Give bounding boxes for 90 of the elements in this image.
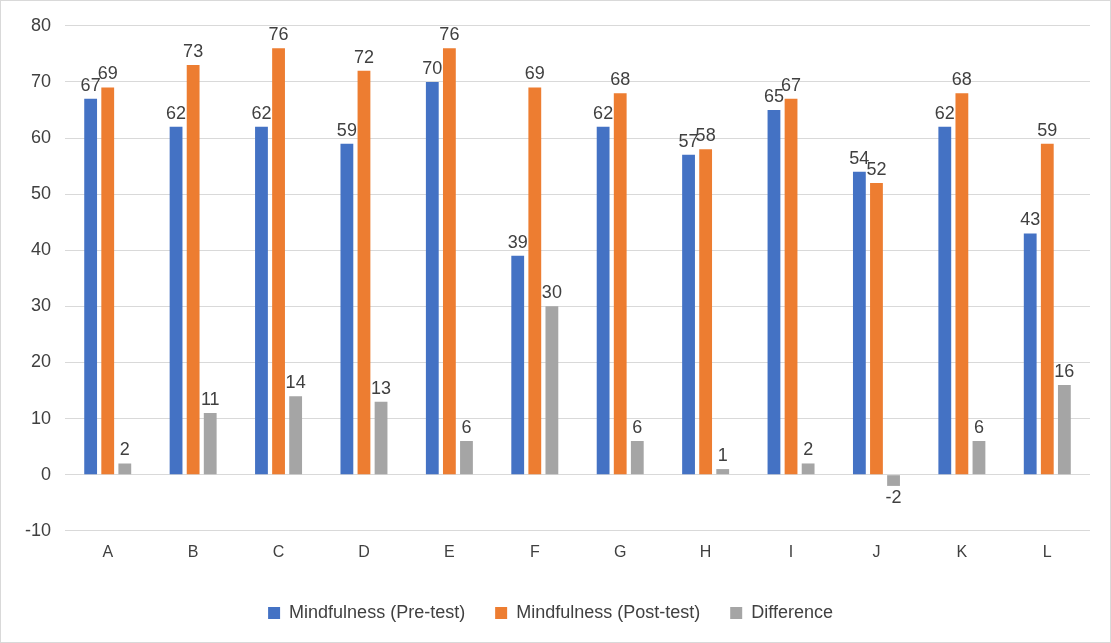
data-label: 70 [422,57,443,78]
x-tick-label: J [872,542,881,560]
bar [340,143,354,475]
data-label: 59 [336,119,357,140]
data-label: -2 [885,486,902,507]
data-label: 73 [183,41,204,62]
y-tick-label: -10 [25,519,52,540]
data-label: 43 [1020,209,1041,230]
bar [425,81,439,475]
data-label: 72 [353,46,374,67]
x-tick-label: L [1042,542,1052,560]
data-label: 62 [593,102,614,123]
bar [84,98,98,475]
data-label: 62 [251,102,272,123]
bar [203,412,217,475]
x-tick-label: G [613,542,627,560]
data-label: 6 [632,416,643,437]
bar [545,306,559,475]
bar [1023,233,1037,475]
y-tick-label: 20 [30,351,52,372]
data-label: 62 [934,102,955,123]
x-tick-label: K [956,542,968,560]
x-tick-label: A [102,542,114,560]
y-tick-label: 40 [30,239,52,260]
bar [887,475,900,486]
bar [374,401,388,475]
data-label: 76 [268,24,289,45]
data-label: 6 [461,416,472,437]
data-label: 11 [200,388,220,409]
x-tick-label: E [444,542,455,560]
bar [169,126,183,475]
bar [938,126,952,475]
bar [460,441,473,475]
bar [511,255,525,475]
bar [255,126,268,475]
bar [852,171,866,475]
bar [186,65,200,475]
bar [682,154,695,475]
data-label: 62 [166,102,187,123]
bar [784,98,798,475]
bar [442,48,456,475]
bar [767,109,781,475]
legend-label: Difference [751,601,833,622]
bar [357,70,371,475]
bar [630,441,644,475]
y-tick-label: 10 [30,407,52,428]
data-label: 67 [781,74,802,95]
x-tick-label: D [358,542,370,560]
data-label: 2 [119,439,130,460]
data-label: 2 [803,439,814,460]
bar [272,48,285,475]
legend-label: Mindfulness (Post-test) [516,601,701,622]
data-label: 76 [439,24,460,45]
bar [289,396,303,475]
legend-label: Mindfulness (Pre-test) [289,601,466,622]
data-label: 30 [541,282,562,303]
data-label: 68 [610,69,631,90]
bar [101,87,115,475]
x-tick-label: C [272,542,285,560]
bar [528,87,542,475]
bar [801,463,815,475]
data-label: 6 [973,416,984,437]
bar [118,463,132,475]
x-tick-label: F [529,542,540,560]
data-label: 16 [1054,360,1075,381]
bar [699,149,713,475]
data-label: 68 [951,69,972,90]
x-tick-label: I [788,542,794,560]
y-tick-label: 0 [41,463,52,484]
y-tick-label: 50 [30,183,52,204]
x-tick-label: B [187,542,199,560]
data-label: 14 [285,372,306,393]
y-tick-label: 70 [30,70,52,91]
bar [972,441,986,475]
bar [1057,384,1071,475]
bar [596,126,610,475]
bar [716,469,730,475]
y-tick-label: 80 [30,14,52,35]
y-tick-label: 60 [30,126,52,147]
bar [1040,143,1054,475]
bar [955,93,969,475]
bar [870,182,883,475]
data-label: 39 [507,231,528,252]
y-tick-label: 30 [30,295,52,316]
x-tick-label: H [699,542,712,560]
data-label: 1 [717,445,728,466]
data-label: 69 [524,63,545,84]
data-label: 59 [1037,119,1058,140]
bar [613,93,627,475]
data-label: 13 [371,377,392,398]
